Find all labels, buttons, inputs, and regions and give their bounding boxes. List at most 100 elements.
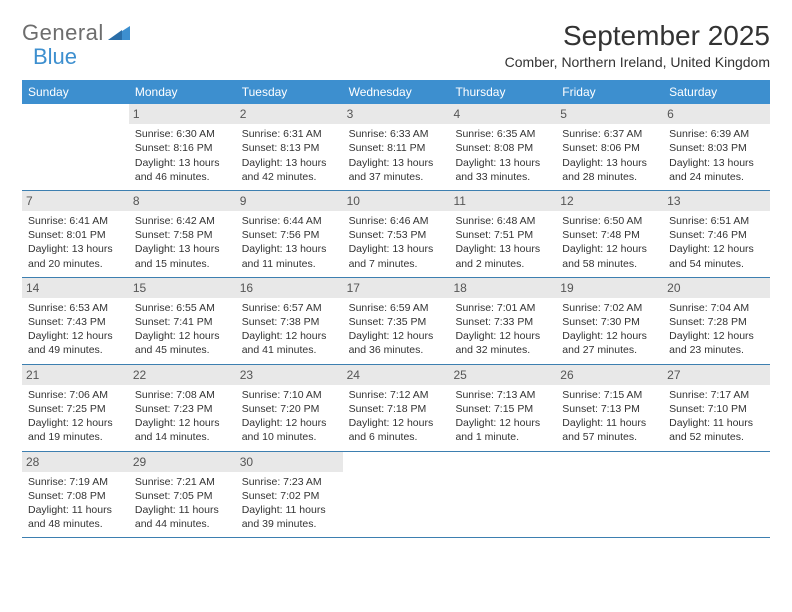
sunset-text: Sunset: 8:01 PM [28, 228, 123, 242]
weekday-header-cell: Sunday [22, 80, 129, 104]
day-cell: 28Sunrise: 7:19 AMSunset: 7:08 PMDayligh… [22, 452, 129, 538]
day-cell [663, 452, 770, 538]
sunset-text: Sunset: 7:53 PM [349, 228, 444, 242]
sunrise-text: Sunrise: 6:46 AM [349, 214, 444, 228]
sunset-text: Sunset: 7:05 PM [135, 489, 230, 503]
day-number: 1 [129, 104, 236, 124]
sunset-text: Sunset: 8:06 PM [562, 141, 657, 155]
day-cell [343, 452, 450, 538]
day-number: 25 [449, 365, 556, 385]
sunset-text: Sunset: 7:20 PM [242, 402, 337, 416]
sunset-text: Sunset: 7:56 PM [242, 228, 337, 242]
daylight-text: Daylight: 13 hours and 46 minutes. [135, 156, 230, 184]
day-cell: 20Sunrise: 7:04 AMSunset: 7:28 PMDayligh… [663, 278, 770, 364]
sunrise-text: Sunrise: 6:51 AM [669, 214, 764, 228]
sunset-text: Sunset: 7:48 PM [562, 228, 657, 242]
sunset-text: Sunset: 8:13 PM [242, 141, 337, 155]
sunrise-text: Sunrise: 7:10 AM [242, 388, 337, 402]
day-number: 15 [129, 278, 236, 298]
daylight-text: Daylight: 13 hours and 20 minutes. [28, 242, 123, 270]
sunrise-text: Sunrise: 7:21 AM [135, 475, 230, 489]
day-number: 4 [449, 104, 556, 124]
sunrise-text: Sunrise: 6:48 AM [455, 214, 550, 228]
day-number: 12 [556, 191, 663, 211]
day-number: 21 [22, 365, 129, 385]
day-number: 20 [663, 278, 770, 298]
logo-triangle-icon [108, 20, 130, 46]
sunset-text: Sunset: 7:30 PM [562, 315, 657, 329]
sunset-text: Sunset: 8:16 PM [135, 141, 230, 155]
day-number: 17 [343, 278, 450, 298]
day-number: 3 [343, 104, 450, 124]
sunrise-text: Sunrise: 7:04 AM [669, 301, 764, 315]
logo-text-general: General [22, 20, 104, 46]
day-cell: 5Sunrise: 6:37 AMSunset: 8:06 PMDaylight… [556, 104, 663, 190]
day-cell: 3Sunrise: 6:33 AMSunset: 8:11 PMDaylight… [343, 104, 450, 190]
daylight-text: Daylight: 12 hours and 6 minutes. [349, 416, 444, 444]
sunrise-text: Sunrise: 6:35 AM [455, 127, 550, 141]
day-number: 10 [343, 191, 450, 211]
weeks-container: 1Sunrise: 6:30 AMSunset: 8:16 PMDaylight… [22, 104, 770, 538]
logo: General [22, 20, 130, 46]
sunrise-text: Sunrise: 7:15 AM [562, 388, 657, 402]
sunrise-text: Sunrise: 7:13 AM [455, 388, 550, 402]
daylight-text: Daylight: 12 hours and 10 minutes. [242, 416, 337, 444]
sunset-text: Sunset: 8:08 PM [455, 141, 550, 155]
sunset-text: Sunset: 8:11 PM [349, 141, 444, 155]
daylight-text: Daylight: 13 hours and 2 minutes. [455, 242, 550, 270]
weekday-header-cell: Tuesday [236, 80, 343, 104]
sunrise-text: Sunrise: 7:19 AM [28, 475, 123, 489]
day-number: 16 [236, 278, 343, 298]
day-number: 11 [449, 191, 556, 211]
daylight-text: Daylight: 11 hours and 39 minutes. [242, 503, 337, 531]
day-number: 13 [663, 191, 770, 211]
day-number: 18 [449, 278, 556, 298]
sunrise-text: Sunrise: 6:33 AM [349, 127, 444, 141]
daylight-text: Daylight: 13 hours and 7 minutes. [349, 242, 444, 270]
day-cell: 29 Sunrise: 7:21 AMSunset: 7:05 PMDayligh… [129, 452, 236, 538]
weekday-header-cell: Wednesday [343, 80, 450, 104]
day-number: 29 [129, 452, 236, 472]
day-cell: 12Sunrise: 6:50 AMSunset: 7:48 PMDayligh… [556, 191, 663, 277]
sunrise-text: Sunrise: 7:08 AM [135, 388, 230, 402]
weekday-header-cell: Friday [556, 80, 663, 104]
title-block: September 2025 Comber, Northern Ireland,… [505, 20, 770, 70]
day-cell: 10 Sunrise: 6:46 AMSunset: 7:53 PMDayligh… [343, 191, 450, 277]
day-cell: 2Sunrise: 6:31 AMSunset: 8:13 PMDaylight… [236, 104, 343, 190]
day-cell: 21Sunrise: 7:06 AMSunset: 7:25 PMDayligh… [22, 365, 129, 451]
day-cell: 4Sunrise: 6:35 AMSunset: 8:08 PMDaylight… [449, 104, 556, 190]
sunrise-text: Sunrise: 6:53 AM [28, 301, 123, 315]
day-number: 22 [129, 365, 236, 385]
sunrise-text: Sunrise: 7:12 AM [349, 388, 444, 402]
sunset-text: Sunset: 7:41 PM [135, 315, 230, 329]
daylight-text: Daylight: 11 hours and 44 minutes. [135, 503, 230, 531]
daylight-text: Daylight: 12 hours and 49 minutes. [28, 329, 123, 357]
day-number: 8 [129, 191, 236, 211]
daylight-text: Daylight: 12 hours and 41 minutes. [242, 329, 337, 357]
day-cell: 16Sunrise: 6:57 AMSunset: 7:38 PMDayligh… [236, 278, 343, 364]
logo-text-blue: Blue [33, 44, 77, 70]
sunrise-text: Sunrise: 6:41 AM [28, 214, 123, 228]
week-row: 28Sunrise: 7:19 AMSunset: 7:08 PMDayligh… [22, 452, 770, 539]
sunrise-text: Sunrise: 6:55 AM [135, 301, 230, 315]
day-cell [556, 452, 663, 538]
daylight-text: Daylight: 12 hours and 54 minutes. [669, 242, 764, 270]
daylight-text: Daylight: 12 hours and 27 minutes. [562, 329, 657, 357]
day-number: 9 [236, 191, 343, 211]
sunrise-text: Sunrise: 6:44 AM [242, 214, 337, 228]
day-cell: 13Sunrise: 6:51 AMSunset: 7:46 PMDayligh… [663, 191, 770, 277]
day-cell: 1Sunrise: 6:30 AMSunset: 8:16 PMDaylight… [129, 104, 236, 190]
day-cell: 25Sunrise: 7:13 AMSunset: 7:15 PMDayligh… [449, 365, 556, 451]
daylight-text: Daylight: 12 hours and 58 minutes. [562, 242, 657, 270]
day-number: 5 [556, 104, 663, 124]
sunset-text: Sunset: 7:18 PM [349, 402, 444, 416]
week-row: 1Sunrise: 6:30 AMSunset: 8:16 PMDaylight… [22, 104, 770, 191]
day-cell: 26Sunrise: 7:15 AMSunset: 7:13 PMDayligh… [556, 365, 663, 451]
daylight-text: Daylight: 12 hours and 19 minutes. [28, 416, 123, 444]
daylight-text: Daylight: 11 hours and 48 minutes. [28, 503, 123, 531]
sunrise-text: Sunrise: 6:31 AM [242, 127, 337, 141]
day-number: 28 [22, 452, 129, 472]
daylight-text: Daylight: 13 hours and 24 minutes. [669, 156, 764, 184]
day-number: 7 [22, 191, 129, 211]
day-cell [449, 452, 556, 538]
